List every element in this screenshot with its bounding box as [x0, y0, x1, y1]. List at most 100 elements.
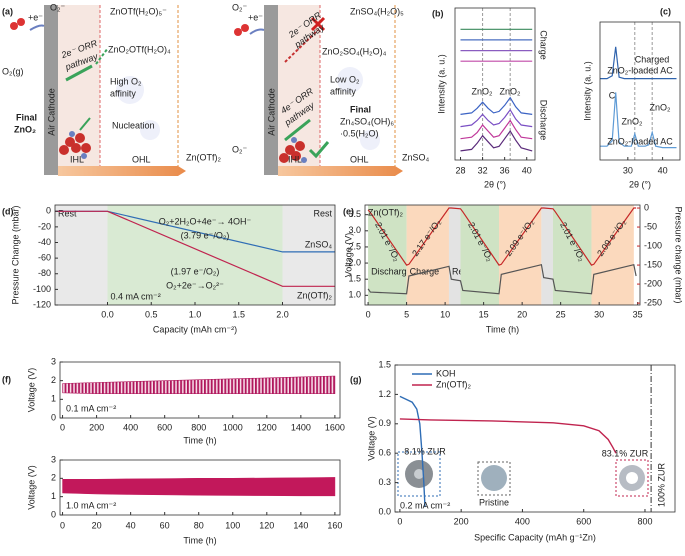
x-tick-label: 28 [456, 165, 466, 175]
x-tick-label: 40 [658, 165, 668, 175]
x-axis-label: Capacity (mAh cm⁻²) [153, 324, 237, 334]
y-tick-label: 3 [51, 356, 56, 366]
x-tick-label: 140 [293, 520, 308, 530]
x-tick-label: 800 [637, 516, 652, 526]
schematic-text: O₂⁻ [50, 2, 65, 12]
x-tick-label: 400 [123, 422, 138, 432]
schematic-text: ·0.5(H₂O) [340, 128, 379, 138]
schematic-text: ZnO₂OTf(H₂O)₄ [108, 44, 171, 54]
annotation: Discharge [539, 100, 549, 141]
schematic-text: High O₂ [110, 76, 142, 86]
x-tick-label: 35 [633, 309, 643, 319]
region [499, 205, 542, 305]
region [107, 205, 283, 305]
y-tick-label: 1.5 [348, 274, 361, 284]
x-tick-label: 32 [478, 165, 488, 175]
plot-frame [59, 459, 341, 516]
schematic-text: +e⁻ [248, 12, 263, 22]
region-label: Rest [313, 208, 332, 218]
panel-label: (g) [350, 374, 362, 384]
y2-tick-label: -150 [644, 259, 662, 269]
y-tick-label: 2 [51, 375, 56, 385]
voltage-band [62, 477, 336, 497]
x-tick-label: 600 [157, 422, 172, 432]
x-tick-label: 1600 [325, 422, 345, 432]
y-tick-label: 0.6 [378, 448, 391, 458]
x-tick-label: 5 [404, 309, 409, 319]
x-tick-label: 200 [89, 422, 104, 432]
panel-label: (d) [2, 206, 14, 216]
y-axis-label: Pressure Change (mbar) [10, 205, 20, 304]
schematic-text: Low O₂ [330, 74, 360, 84]
y2-axis-label: Pressure change (mbar) [674, 206, 684, 303]
annotation: ZnO₂ [622, 116, 644, 126]
x-tick-label: 0 [60, 520, 65, 530]
annotation: O₂+2H₂O+4e⁻→ 4OH⁻ [159, 216, 252, 226]
annotation: Zn(OTf)₂ [368, 207, 403, 217]
annotation: (1.97 e⁻/O₂) [171, 266, 220, 276]
legend-label: KOH [436, 368, 456, 378]
schematic-text: O₂⁻ [232, 144, 247, 154]
panel-label: (e) [343, 206, 354, 216]
annotation: Pristine [479, 497, 509, 507]
x-tick-label: 40 [126, 520, 136, 530]
x-tick-label: 40 [522, 165, 532, 175]
x-axis-label: Specific Capacity (mAh g⁻¹Zn) [474, 532, 596, 542]
y-tick-label: -40 [38, 237, 51, 247]
y-tick-label: 1.5 [378, 359, 391, 369]
region [406, 205, 449, 305]
panel-label: (a) [2, 6, 13, 16]
x-axis-label: Time (h) [486, 324, 519, 334]
annotation: Charged [635, 54, 670, 64]
series-line [460, 130, 533, 152]
y-axis-label: Voltage (V) [26, 465, 36, 510]
panel-label: (f) [2, 374, 11, 384]
plot-frame [454, 7, 536, 161]
schematic-text: Zn₄SO₄(OH)₆ [340, 116, 394, 126]
x-tick-label: 0.5 [145, 309, 158, 319]
x-tick-label: 800 [191, 422, 206, 432]
annotation: 0.1 mA cm⁻² [66, 403, 116, 413]
region [55, 205, 108, 305]
x-tick-label: 30 [594, 309, 604, 319]
schematic-text: affinity [110, 88, 136, 98]
y-tick-label: 0.0 [378, 506, 391, 516]
x-tick-label: 0 [366, 309, 371, 319]
annotation: 1.0 mA cm⁻² [66, 500, 116, 510]
y-axis-label: Intensity (a. u.) [436, 54, 446, 114]
region-label: Discharge [371, 266, 412, 276]
x-tick-label: 1.0 [189, 309, 202, 319]
x-tick-label: 400 [515, 516, 530, 526]
x-axis-label: 2θ (°) [484, 179, 506, 189]
y-axis-label: Intensity (a. u.) [582, 61, 592, 121]
panel-label: (b) [432, 8, 444, 18]
y2-tick-label: -100 [644, 240, 662, 250]
x-tick-label: 20 [517, 309, 527, 319]
region-label: 0.4 mA cm⁻² [111, 291, 161, 301]
x-tick-label: 1200 [257, 422, 277, 432]
schematic-text: ZnO₂SO₄(H₂O)₄ [322, 46, 387, 56]
y-tick-label: -80 [38, 268, 51, 278]
series-label: ZnSO₄ [305, 239, 333, 249]
series-line [399, 395, 426, 508]
schematic-text: O₂⁻ [232, 2, 247, 12]
series-line [367, 263, 637, 295]
y-tick-label: 2.5 [348, 241, 361, 251]
y2-tick-label: -250 [644, 297, 662, 307]
series-line [460, 96, 533, 115]
schematic-text: ZnSO₄(H₂O)₅ [350, 6, 404, 16]
y-tick-label: 0.9 [378, 418, 391, 428]
region [591, 205, 634, 305]
y-tick-label: 0 [51, 509, 56, 519]
annotation: ZnO₂-loaded AC [607, 136, 673, 146]
schematic-text: IHL [70, 154, 84, 164]
schematic-text: ZnO₂ [14, 124, 36, 134]
series-line [460, 108, 533, 128]
region [448, 205, 461, 305]
x-tick-label: 160 [327, 520, 342, 530]
x-tick-label: 30 [623, 165, 633, 175]
x-tick-label: 10 [440, 309, 450, 319]
annotation: (3.79 e⁻/O₂) [181, 230, 230, 240]
annotation: C [609, 90, 616, 100]
x-tick-label: 0 [397, 516, 402, 526]
